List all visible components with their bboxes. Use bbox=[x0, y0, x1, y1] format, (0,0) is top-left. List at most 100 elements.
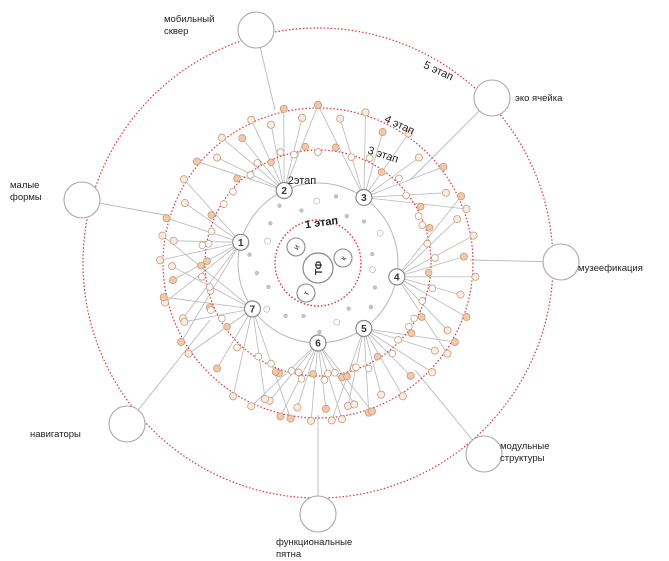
hub-number: 4 bbox=[394, 272, 400, 283]
core-center-label: ТФ bbox=[314, 260, 325, 275]
bead-node bbox=[290, 150, 298, 159]
bead-node bbox=[223, 322, 231, 331]
bead-node bbox=[158, 231, 167, 240]
stage-ring-1 bbox=[274, 219, 362, 307]
interior-dot bbox=[299, 208, 304, 213]
bead-node bbox=[169, 276, 178, 285]
bead-node bbox=[361, 108, 370, 117]
bead-node bbox=[198, 241, 207, 250]
bead-node bbox=[425, 224, 434, 232]
interior-dot bbox=[346, 306, 351, 311]
bead-node bbox=[364, 364, 373, 373]
bead-node bbox=[395, 174, 403, 183]
bead-node bbox=[207, 211, 216, 219]
bead-node bbox=[177, 337, 186, 346]
interior-dot bbox=[247, 252, 252, 257]
bead-node bbox=[261, 395, 270, 404]
spoke-line bbox=[250, 342, 319, 407]
interior-dot bbox=[361, 219, 367, 224]
bead-node bbox=[410, 314, 418, 323]
bead-node bbox=[192, 157, 201, 166]
core-satellite-node bbox=[333, 248, 353, 268]
bead-node bbox=[246, 171, 255, 179]
bead-node bbox=[156, 256, 165, 265]
outer-connector bbox=[126, 319, 211, 425]
connector-lines bbox=[81, 29, 562, 514]
outer-node-label: малые формы bbox=[10, 180, 42, 203]
bead-node bbox=[442, 188, 451, 197]
spoke-line bbox=[216, 308, 253, 369]
interior-dot bbox=[283, 313, 288, 318]
hub-node-3 bbox=[355, 188, 373, 207]
bead-node bbox=[352, 363, 360, 372]
hub-node-4 bbox=[388, 268, 406, 286]
outer-node bbox=[542, 243, 580, 281]
spoke-line bbox=[166, 217, 241, 243]
hub-number: 3 bbox=[361, 193, 367, 204]
bead-node bbox=[254, 352, 263, 361]
bead-node bbox=[331, 368, 339, 377]
bead-node bbox=[220, 200, 228, 208]
outer-node bbox=[108, 405, 146, 443]
bead-node bbox=[247, 115, 256, 124]
bead-node bbox=[428, 368, 437, 377]
bead-node bbox=[398, 392, 407, 401]
bead-node bbox=[203, 257, 211, 265]
bead-node bbox=[198, 272, 206, 281]
interior-dot bbox=[369, 266, 376, 274]
spoke-line bbox=[232, 308, 253, 397]
outer-connector bbox=[409, 97, 493, 181]
stage-label-4: 4 этап bbox=[382, 113, 416, 137]
interior-dot bbox=[370, 251, 375, 257]
spoke-line bbox=[396, 195, 462, 278]
spoke-line bbox=[317, 104, 365, 198]
bead-node bbox=[443, 349, 452, 358]
bead-node bbox=[271, 368, 280, 376]
bead-node bbox=[207, 306, 215, 314]
bead-node bbox=[238, 134, 247, 143]
spoke-line bbox=[363, 131, 383, 198]
interior-dot bbox=[263, 305, 271, 313]
bead-node bbox=[456, 290, 465, 299]
bead-node bbox=[213, 364, 222, 373]
bead-node bbox=[402, 191, 410, 200]
bead-node bbox=[168, 262, 177, 271]
bead-node bbox=[347, 153, 356, 161]
bead-node bbox=[373, 352, 382, 361]
bead-node bbox=[286, 414, 295, 423]
bead-node bbox=[365, 154, 374, 162]
stage-label-3: 3 этап bbox=[366, 145, 400, 166]
interior-dot bbox=[344, 214, 349, 219]
interior-dot bbox=[301, 313, 306, 319]
spoke-line bbox=[396, 276, 467, 318]
bead-node bbox=[253, 159, 262, 167]
hub-nodes: 1 2 3 4 5 6 7 bbox=[232, 181, 406, 352]
labels: мобильный сквер эко ячейка малые формы музееф… bbox=[10, 14, 643, 560]
bead-node bbox=[267, 359, 275, 368]
bead-node bbox=[298, 113, 307, 122]
spoke-line bbox=[188, 308, 253, 354]
bead-node bbox=[205, 283, 214, 291]
bead-node bbox=[218, 314, 226, 323]
bead-node bbox=[293, 403, 302, 412]
bead-node bbox=[378, 128, 387, 137]
hub-number: 1 bbox=[238, 238, 244, 249]
spoke-line bbox=[363, 197, 467, 210]
bead-node bbox=[287, 367, 296, 375]
bead-node bbox=[423, 239, 432, 248]
outer-node bbox=[237, 11, 275, 49]
core-cluster: ТФ и к т bbox=[286, 237, 353, 303]
bead-node bbox=[279, 104, 288, 113]
stage-label-1: 1 этап bbox=[304, 215, 339, 232]
bead-nodes bbox=[156, 101, 480, 425]
core-satellite-node bbox=[296, 283, 316, 303]
interior-dot bbox=[376, 229, 384, 237]
bead-node bbox=[327, 416, 336, 425]
spoke-line bbox=[250, 119, 285, 191]
bead-node bbox=[377, 390, 386, 399]
bead-node bbox=[267, 158, 275, 167]
bead-node bbox=[406, 371, 415, 380]
hub-node-1 bbox=[232, 233, 250, 251]
hub-number: 6 bbox=[315, 339, 321, 350]
bead-node bbox=[377, 168, 386, 176]
